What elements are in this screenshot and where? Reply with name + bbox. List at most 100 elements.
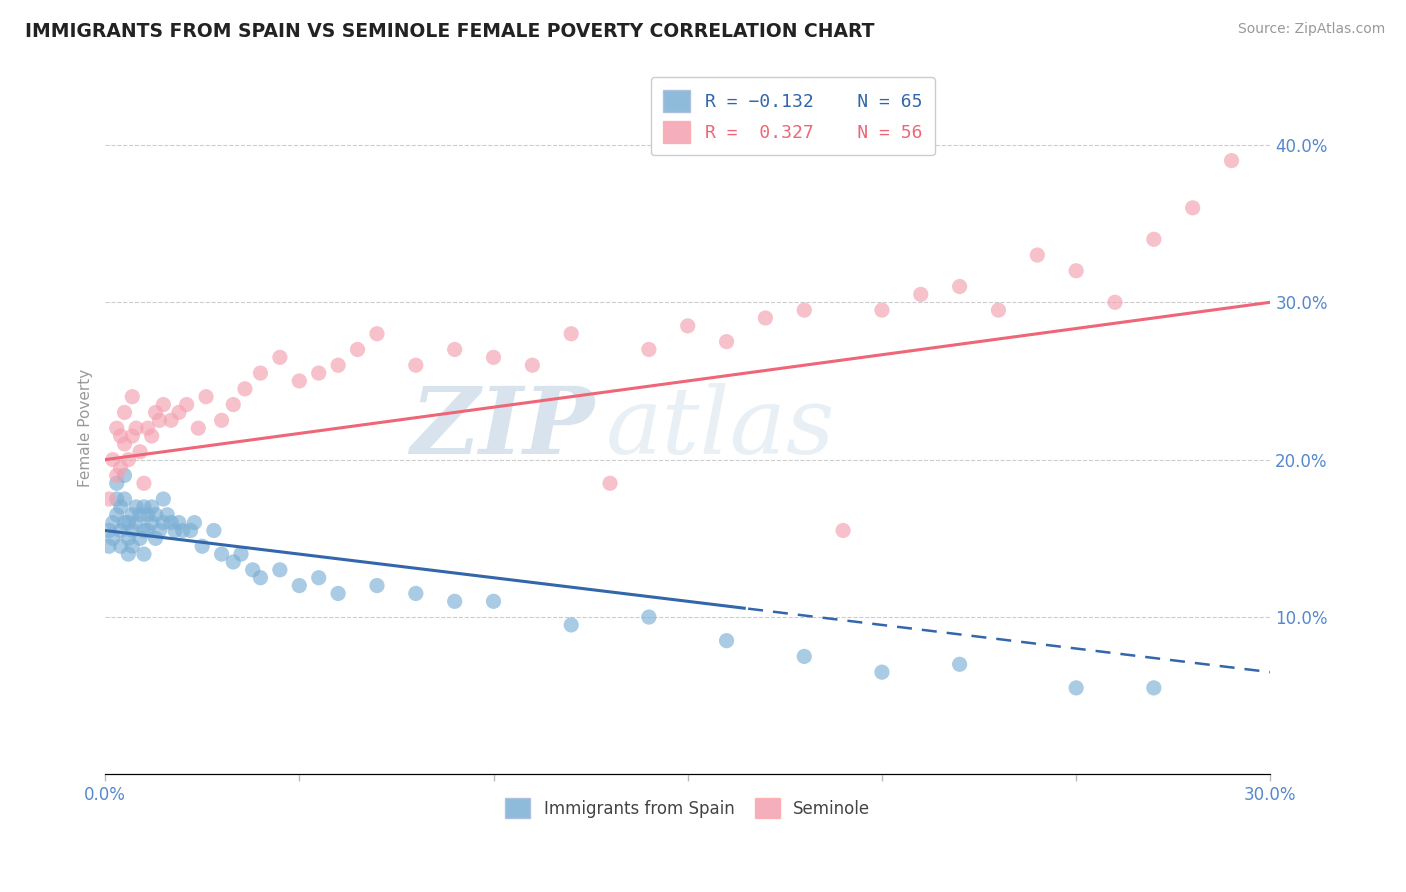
Point bbox=[167, 405, 190, 419]
Point bbox=[987, 303, 1010, 318]
Point bbox=[222, 398, 245, 412]
Point bbox=[308, 366, 330, 380]
Point bbox=[1104, 295, 1126, 310]
Point bbox=[125, 421, 148, 435]
Point bbox=[870, 665, 893, 680]
Point bbox=[599, 476, 621, 491]
Point bbox=[132, 500, 155, 514]
Point bbox=[145, 532, 167, 546]
Point bbox=[114, 491, 136, 506]
Point bbox=[145, 508, 167, 522]
Point bbox=[129, 532, 152, 546]
Point bbox=[1026, 248, 1049, 262]
Point bbox=[560, 326, 582, 341]
Y-axis label: Female Poverty: Female Poverty bbox=[79, 369, 93, 487]
Point bbox=[156, 508, 179, 522]
Point bbox=[870, 303, 893, 318]
Point bbox=[101, 452, 124, 467]
Point bbox=[326, 358, 349, 372]
Point bbox=[152, 516, 174, 530]
Point bbox=[160, 516, 183, 530]
Point bbox=[167, 516, 190, 530]
Point bbox=[125, 500, 148, 514]
Point bbox=[211, 413, 233, 427]
Point bbox=[172, 524, 194, 538]
Point bbox=[1220, 153, 1243, 168]
Point bbox=[211, 547, 233, 561]
Point bbox=[136, 421, 159, 435]
Point bbox=[676, 318, 699, 333]
Point bbox=[443, 343, 465, 357]
Point bbox=[117, 452, 139, 467]
Point bbox=[793, 303, 815, 318]
Point bbox=[716, 334, 738, 349]
Point bbox=[366, 326, 388, 341]
Legend: Immigrants from Spain, Seminole: Immigrants from Spain, Seminole bbox=[495, 789, 880, 829]
Point bbox=[141, 516, 163, 530]
Point bbox=[121, 390, 143, 404]
Point bbox=[482, 351, 505, 365]
Point bbox=[638, 610, 661, 624]
Point bbox=[288, 578, 311, 592]
Point bbox=[832, 524, 855, 538]
Point bbox=[326, 586, 349, 600]
Point bbox=[110, 524, 132, 538]
Point bbox=[183, 516, 205, 530]
Point bbox=[195, 390, 218, 404]
Point bbox=[222, 555, 245, 569]
Point bbox=[145, 405, 167, 419]
Point bbox=[97, 524, 120, 538]
Point bbox=[105, 468, 128, 483]
Point bbox=[202, 524, 225, 538]
Point bbox=[191, 539, 214, 553]
Point bbox=[1181, 201, 1204, 215]
Point bbox=[129, 508, 152, 522]
Point bbox=[443, 594, 465, 608]
Point bbox=[949, 279, 972, 293]
Point bbox=[117, 532, 139, 546]
Text: Source: ZipAtlas.com: Source: ZipAtlas.com bbox=[1237, 22, 1385, 37]
Point bbox=[152, 398, 174, 412]
Point bbox=[121, 429, 143, 443]
Text: IMMIGRANTS FROM SPAIN VS SEMINOLE FEMALE POVERTY CORRELATION CHART: IMMIGRANTS FROM SPAIN VS SEMINOLE FEMALE… bbox=[25, 22, 875, 41]
Point bbox=[229, 547, 252, 561]
Point bbox=[110, 460, 132, 475]
Point bbox=[366, 578, 388, 592]
Point bbox=[716, 633, 738, 648]
Point bbox=[1064, 264, 1087, 278]
Point bbox=[288, 374, 311, 388]
Point bbox=[136, 524, 159, 538]
Point bbox=[114, 468, 136, 483]
Point bbox=[132, 547, 155, 561]
Point bbox=[560, 618, 582, 632]
Text: ZIP: ZIP bbox=[411, 384, 595, 473]
Point bbox=[1143, 681, 1166, 695]
Point bbox=[249, 366, 271, 380]
Point bbox=[180, 524, 202, 538]
Point bbox=[148, 413, 170, 427]
Point bbox=[793, 649, 815, 664]
Point bbox=[949, 657, 972, 672]
Point bbox=[110, 500, 132, 514]
Point bbox=[346, 343, 368, 357]
Point bbox=[249, 571, 271, 585]
Point bbox=[136, 508, 159, 522]
Point bbox=[117, 547, 139, 561]
Point bbox=[105, 508, 128, 522]
Point bbox=[132, 524, 155, 538]
Point bbox=[101, 516, 124, 530]
Point bbox=[1064, 681, 1087, 695]
Point bbox=[141, 429, 163, 443]
Point bbox=[105, 491, 128, 506]
Point bbox=[97, 491, 120, 506]
Point bbox=[101, 532, 124, 546]
Point bbox=[114, 516, 136, 530]
Point bbox=[405, 586, 427, 600]
Point bbox=[121, 539, 143, 553]
Point bbox=[105, 421, 128, 435]
Point bbox=[105, 476, 128, 491]
Point bbox=[117, 516, 139, 530]
Point bbox=[160, 413, 183, 427]
Point bbox=[269, 351, 291, 365]
Point bbox=[121, 508, 143, 522]
